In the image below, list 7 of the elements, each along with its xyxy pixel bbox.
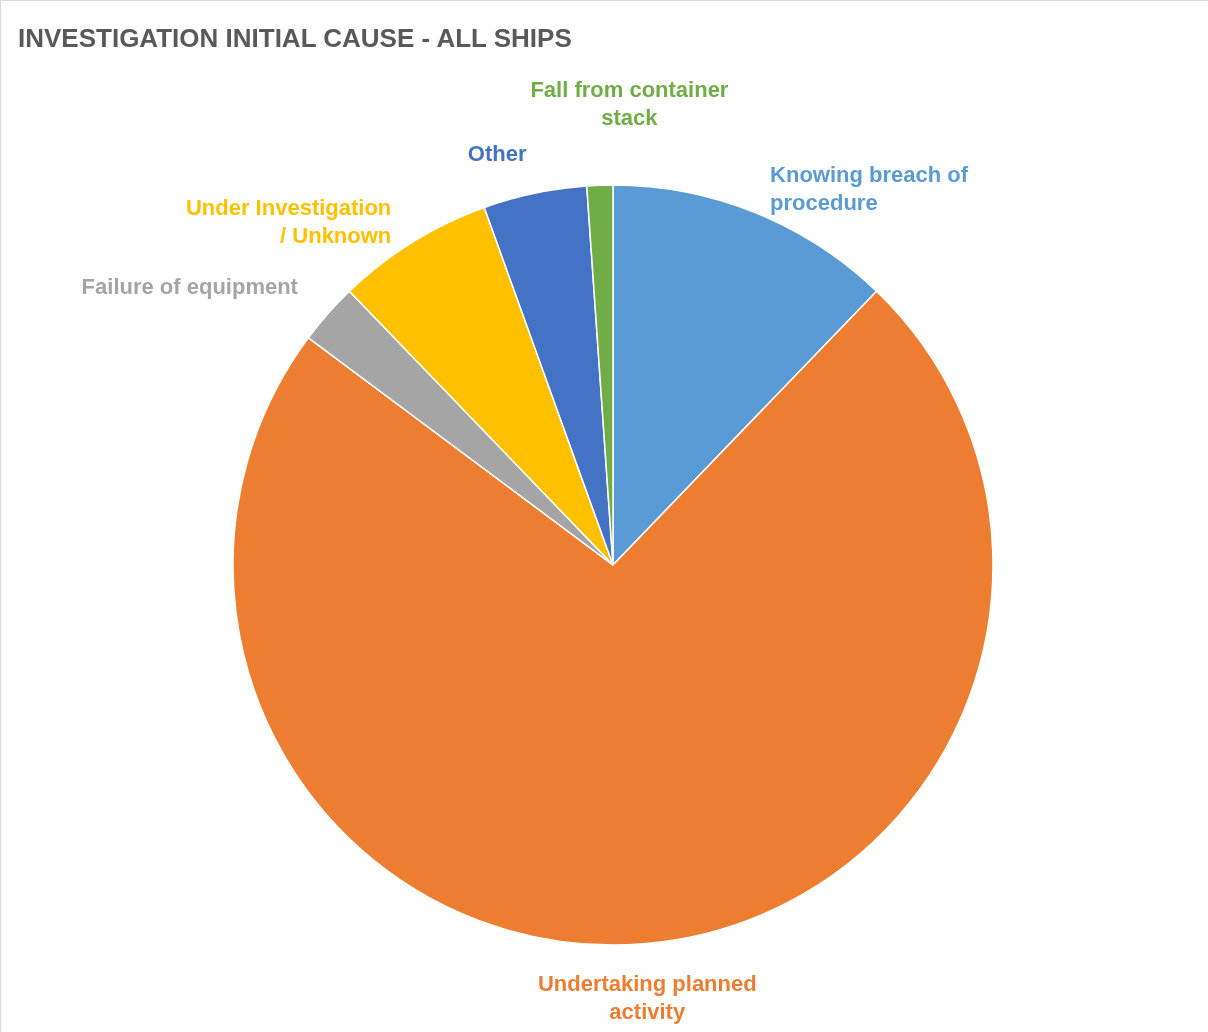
slice-label: Under Investigation / Unknown [185, 195, 392, 249]
slice-label: Fall from container stack [530, 77, 729, 131]
slice-label: Knowing breach of procedure [770, 162, 969, 216]
slice-label: Undertaking planned activity [537, 970, 757, 1024]
slice-label: Other [467, 141, 527, 166]
slice-label: Failure of equipment [81, 274, 299, 300]
chart-title: INVESTIGATION INITIAL CAUSE - ALL SHIPS [18, 23, 572, 53]
